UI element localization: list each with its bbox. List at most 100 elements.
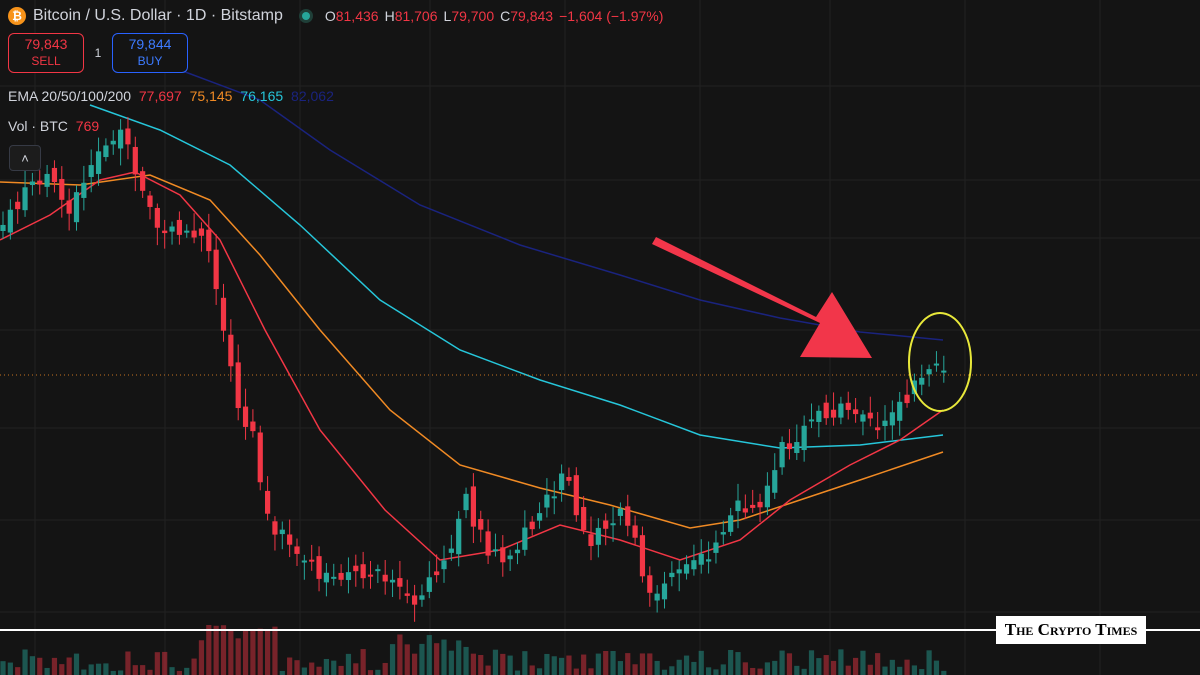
candle-body bbox=[867, 412, 873, 419]
volume-bar bbox=[764, 662, 770, 675]
volume-bar bbox=[235, 638, 241, 675]
volume-bar bbox=[404, 644, 410, 675]
volume-bar bbox=[309, 662, 315, 675]
volume-bar bbox=[573, 668, 579, 675]
volume-bar bbox=[757, 668, 763, 675]
candle-body bbox=[522, 527, 528, 550]
candle-body bbox=[625, 506, 631, 526]
volume-bar bbox=[162, 651, 168, 675]
candle-body bbox=[441, 560, 447, 570]
candle-body bbox=[853, 409, 859, 415]
candle-body bbox=[610, 523, 616, 526]
candle-body bbox=[250, 421, 256, 432]
ema-legend[interactable]: EMA 20/50/100/200 77,697 75,145 76,165 8… bbox=[8, 88, 338, 104]
volume-bar bbox=[29, 656, 35, 675]
candle-body bbox=[683, 564, 690, 574]
candle-body bbox=[132, 146, 138, 175]
candle-body bbox=[492, 549, 499, 552]
volume-bar bbox=[794, 665, 800, 675]
volume-bar bbox=[331, 660, 337, 675]
candle-body bbox=[720, 532, 726, 535]
volume-bar bbox=[603, 651, 609, 675]
candle-body bbox=[198, 228, 205, 236]
volume-bar bbox=[206, 624, 212, 675]
ema200-value: 82,062 bbox=[291, 88, 334, 104]
candle-body bbox=[904, 394, 910, 404]
volume-bar bbox=[470, 653, 476, 675]
candle-body bbox=[338, 572, 344, 580]
market-status-icon bbox=[298, 9, 313, 23]
candle-body bbox=[412, 595, 418, 605]
volume-bar bbox=[213, 625, 219, 675]
candle-body bbox=[448, 548, 454, 553]
volume-bar bbox=[639, 653, 646, 675]
candle-body bbox=[125, 128, 131, 145]
volume-bar bbox=[647, 653, 653, 675]
candle-body bbox=[639, 535, 646, 577]
volume-bar bbox=[823, 655, 829, 675]
volume-bar bbox=[242, 630, 249, 675]
candle-body bbox=[272, 521, 278, 535]
candle-body bbox=[331, 576, 337, 579]
volume-bar bbox=[198, 640, 205, 675]
volume-bar bbox=[720, 664, 726, 675]
ohlc-open: O81,436 bbox=[324, 8, 379, 24]
ema-label: EMA 20/50/100/200 bbox=[8, 88, 131, 104]
volume-bar bbox=[397, 634, 403, 675]
volume-bar bbox=[272, 626, 278, 675]
ema100-value: 76,165 bbox=[240, 88, 284, 104]
watermark-logo: The Crypto Times bbox=[996, 616, 1146, 644]
candle-body bbox=[81, 182, 87, 198]
candle-body bbox=[860, 414, 866, 422]
volume-bar bbox=[360, 649, 366, 675]
candle-body bbox=[140, 171, 146, 191]
symbol-title[interactable]: Bitcoin / U.S. Dollar · 1D · Bitstamp bbox=[33, 7, 283, 24]
volume-bar bbox=[412, 653, 418, 675]
volume-bar bbox=[250, 630, 256, 675]
volume-bar bbox=[492, 649, 499, 675]
volume-bar bbox=[676, 659, 682, 675]
candle-body bbox=[419, 595, 425, 600]
collapse-legend-button[interactable]: ˄ bbox=[9, 145, 41, 171]
volume-value: 769 bbox=[75, 118, 100, 134]
volume-bar bbox=[625, 653, 631, 675]
volume-bar bbox=[897, 666, 903, 675]
volume-bar bbox=[816, 658, 822, 675]
candle-body bbox=[566, 476, 572, 481]
candle-body bbox=[162, 230, 168, 234]
volume-bar bbox=[536, 668, 543, 675]
volume-bar bbox=[889, 659, 895, 675]
candle-body bbox=[889, 412, 895, 426]
candle-body bbox=[470, 486, 476, 527]
volume-bar bbox=[911, 665, 917, 675]
buy-button[interactable]: 79,844 BUY bbox=[112, 33, 188, 73]
candle-body bbox=[279, 529, 285, 535]
volume-bar bbox=[728, 649, 734, 675]
candle-body bbox=[816, 410, 822, 422]
volume-bar bbox=[81, 669, 87, 675]
candle-body bbox=[919, 377, 925, 385]
candle-body bbox=[103, 145, 109, 158]
candle-body bbox=[294, 546, 300, 554]
volume-bar bbox=[661, 669, 668, 675]
candle-body bbox=[0, 224, 6, 231]
volume-bar bbox=[772, 660, 778, 675]
volume-bar bbox=[507, 655, 513, 675]
volume-bar bbox=[125, 651, 131, 675]
volume-bar bbox=[786, 653, 793, 675]
candle-body bbox=[44, 173, 50, 187]
buy-price: 79,844 bbox=[128, 36, 172, 52]
buy-label: BUY bbox=[137, 54, 163, 68]
volume-bar bbox=[426, 635, 432, 675]
volume-bar bbox=[882, 666, 888, 675]
candle-body bbox=[926, 369, 932, 375]
candle-body bbox=[801, 425, 807, 451]
sell-button[interactable]: 79,843 SELL bbox=[8, 33, 84, 73]
candle-body bbox=[632, 525, 638, 538]
volume-legend[interactable]: Vol · BTC 769 bbox=[8, 118, 99, 134]
ema100-line bbox=[89, 104, 944, 449]
volume-bar bbox=[478, 654, 484, 675]
symbol-header: ₿ Bitcoin / U.S. Dollar · 1D · Bitstamp … bbox=[8, 4, 669, 28]
candle-body bbox=[507, 555, 513, 560]
